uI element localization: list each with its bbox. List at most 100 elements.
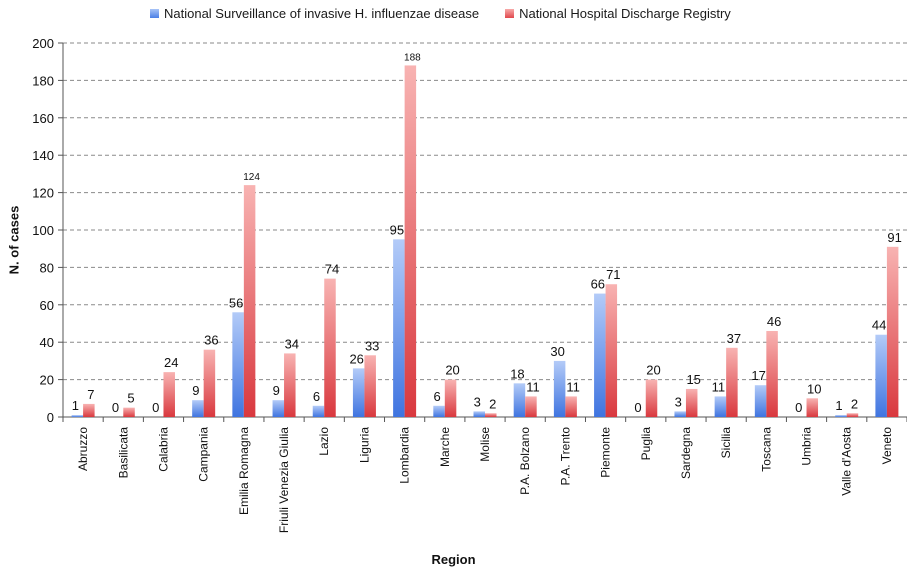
- bar-registry: [444, 379, 457, 417]
- bar-registry: [605, 284, 618, 417]
- data-label-surveillance: 1: [72, 398, 79, 413]
- bar-registry: [726, 347, 738, 417]
- data-label-registry: 24: [164, 355, 178, 370]
- x-tick-label: Liguria: [357, 427, 371, 463]
- x-tick-label: Veneto: [880, 427, 894, 465]
- data-label-surveillance: 3: [474, 394, 481, 409]
- data-label-registry: 15: [686, 372, 700, 387]
- data-label-registry: 11: [566, 379, 580, 394]
- bar-surveillance: [754, 385, 767, 417]
- data-label-surveillance: 1: [835, 398, 842, 413]
- x-tick-label: Molise: [478, 427, 492, 462]
- legend-item-registry: National Hospital Discharge Registry: [505, 6, 731, 21]
- data-label-surveillance: 66: [591, 277, 605, 292]
- bar-registry: [324, 278, 336, 417]
- data-label-surveillance: 9: [192, 383, 199, 398]
- x-tick-label: Sicilia: [719, 427, 733, 459]
- x-tick-label: Umbria: [800, 427, 814, 466]
- bar-surveillance: [513, 383, 526, 417]
- bar-surveillance: [875, 334, 887, 417]
- x-tick-label: P.A. Bolzano: [518, 427, 532, 495]
- x-tick-label: Emilia Romagna: [237, 427, 251, 515]
- y-tick-label: 160: [32, 111, 54, 126]
- y-tick-label: 140: [32, 148, 54, 163]
- data-label-surveillance: 6: [313, 389, 320, 404]
- x-tick-label: Piemonte: [599, 427, 613, 478]
- bar-surveillance: [312, 405, 325, 417]
- data-label-registry: 188: [404, 52, 421, 63]
- legend-swatch-surveillance: [150, 9, 159, 18]
- y-tick-label: 120: [32, 186, 54, 201]
- bar-registry: [565, 396, 577, 417]
- data-label-surveillance: 6: [433, 389, 440, 404]
- data-label-registry: 2: [851, 396, 858, 411]
- x-tick-label: Puglia: [639, 427, 653, 461]
- bar-registry: [203, 349, 216, 417]
- bar-surveillance: [272, 400, 285, 417]
- data-label-surveillance: 95: [390, 222, 404, 237]
- data-label-registry: 124: [243, 172, 260, 183]
- data-label-surveillance: 9: [273, 383, 280, 398]
- x-tick-label: Calabria: [156, 427, 170, 472]
- x-axis-ticks: Abruzzo Basilicata Calabria Campania Emilia …: [62, 417, 907, 533]
- data-label-registry: 5: [127, 391, 134, 406]
- bar-registry: [846, 413, 859, 417]
- data-label-surveillance: 17: [751, 368, 765, 383]
- legend-label-surveillance: National Surveillance of invasive H. inf…: [164, 6, 480, 21]
- data-label-registry: 46: [767, 314, 781, 329]
- data-label-surveillance: 18: [510, 366, 524, 381]
- bar-surveillance: [674, 411, 686, 417]
- bar-surveillance: [232, 312, 244, 417]
- data-label-surveillance: 0: [795, 400, 802, 415]
- x-tick-label: Basilicata: [116, 427, 130, 479]
- bar-registry: [123, 407, 135, 417]
- bar-registry: [163, 372, 175, 417]
- bar-registry: [485, 413, 497, 417]
- y-tick-label: 80: [40, 260, 54, 275]
- data-label-registry: 20: [445, 363, 459, 378]
- data-label-registry: 20: [646, 363, 660, 378]
- bar-registry: [404, 65, 417, 417]
- y-tick-label: 0: [47, 410, 54, 425]
- data-label-registry: 34: [285, 336, 299, 351]
- data-label-registry: 10: [807, 381, 821, 396]
- bar-surveillance: [553, 360, 566, 417]
- data-label-registry: 74: [325, 262, 339, 277]
- data-label-surveillance: 26: [349, 351, 363, 366]
- bar-registry: [284, 353, 296, 417]
- bar-registry: [806, 398, 819, 417]
- data-label-registry: 33: [365, 338, 379, 353]
- data-label-surveillance: 3: [675, 394, 682, 409]
- data-label-surveillance: 11: [712, 379, 726, 394]
- x-tick-label: Toscana: [759, 427, 773, 472]
- bar-surveillance: [192, 400, 204, 417]
- x-tick-label: Abruzzo: [76, 427, 90, 471]
- gridlines: [63, 42, 907, 381]
- data-label-registry: 2: [489, 396, 496, 411]
- y-tick-label: 100: [32, 223, 54, 238]
- bar-surveillance: [835, 415, 847, 417]
- legend: National Surveillance of invasive H. inf…: [150, 6, 731, 21]
- bar-surveillance: [473, 411, 485, 417]
- x-tick-label: Lombardia: [398, 427, 412, 484]
- x-tick-label: Valle d'Aosta: [840, 427, 854, 496]
- data-label-surveillance: 30: [550, 344, 564, 359]
- data-label-surveillance: 0: [634, 400, 641, 415]
- legend-item-surveillance: National Surveillance of invasive H. inf…: [150, 6, 479, 21]
- bar-registry: [645, 379, 658, 417]
- x-axis-title: Region: [431, 552, 476, 567]
- x-tick-label: Sardegna: [679, 427, 693, 479]
- data-label-registry: 71: [606, 267, 620, 282]
- bar-surveillance: [393, 239, 405, 417]
- data-label-surveillance: 44: [872, 318, 886, 333]
- x-tick-label: Marche: [438, 427, 452, 467]
- bar-registry: [766, 330, 778, 417]
- y-tick-label: 60: [40, 298, 54, 313]
- bar-registry: [886, 246, 899, 417]
- bar-surveillance: [352, 368, 365, 417]
- bars: [71, 65, 899, 417]
- bar-registry: [525, 396, 537, 417]
